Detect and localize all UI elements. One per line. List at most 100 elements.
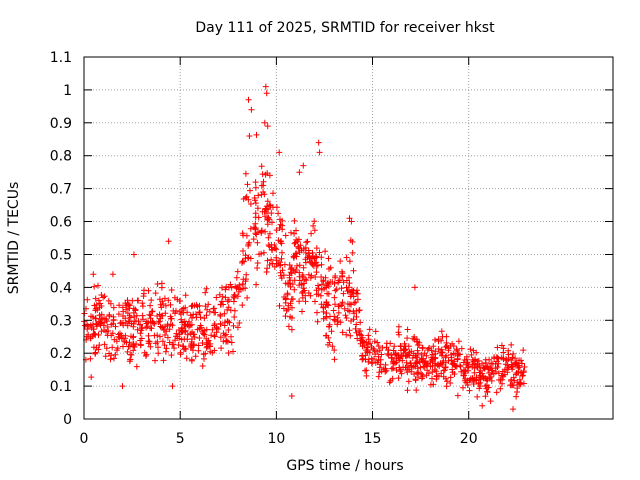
data-point <box>450 343 457 349</box>
data-point <box>302 256 309 263</box>
data-point <box>119 304 126 311</box>
data-point <box>165 238 172 245</box>
data-point <box>320 304 327 311</box>
data-point <box>414 347 421 354</box>
plot-frame <box>83 56 614 420</box>
data-point <box>312 274 319 280</box>
data-point <box>95 346 102 353</box>
data-point <box>209 326 216 333</box>
data-point <box>392 351 398 358</box>
data-point <box>223 331 229 338</box>
data-point <box>323 310 330 317</box>
data-point <box>420 363 427 370</box>
data-point <box>106 313 113 320</box>
data-point <box>289 315 295 321</box>
data-point <box>508 376 515 383</box>
data-point <box>234 324 241 331</box>
data-point <box>339 273 346 280</box>
data-point <box>254 260 261 266</box>
data-point <box>296 282 303 289</box>
data-point <box>346 258 353 265</box>
data-point <box>264 210 270 217</box>
data-point <box>354 335 361 342</box>
data-point <box>276 302 283 309</box>
data-point <box>486 370 493 376</box>
data-point <box>199 363 206 369</box>
data-point <box>277 221 284 228</box>
data-point <box>348 218 355 225</box>
data-point <box>133 312 140 319</box>
data-point <box>187 330 194 337</box>
data-point <box>202 289 209 296</box>
data-point <box>162 332 168 338</box>
data-point <box>436 363 443 370</box>
data-point <box>130 321 137 327</box>
data-point <box>424 367 431 374</box>
data-point <box>244 181 251 188</box>
data-point <box>291 217 298 224</box>
data-point <box>438 337 445 344</box>
data-point <box>240 248 246 254</box>
data-point <box>484 388 491 395</box>
data-point <box>443 383 450 390</box>
data-point <box>335 309 342 316</box>
data-point <box>432 336 438 343</box>
data-point <box>201 327 208 334</box>
data-point <box>404 326 411 333</box>
data-point <box>271 242 278 248</box>
data-point <box>218 345 225 352</box>
data-point <box>438 349 445 356</box>
data-point <box>162 348 169 355</box>
data-point <box>492 365 499 372</box>
data-point <box>438 370 445 377</box>
data-point <box>323 332 330 339</box>
data-point <box>258 163 265 170</box>
data-point <box>188 303 195 310</box>
data-point <box>226 319 233 326</box>
data-point <box>108 332 115 339</box>
data-point <box>432 355 438 362</box>
data-point <box>313 245 320 252</box>
data-point <box>141 287 147 294</box>
data-point <box>116 302 123 309</box>
data-point <box>358 337 365 343</box>
data-point <box>96 312 103 319</box>
data-point <box>161 342 168 349</box>
data-point <box>245 242 252 249</box>
data-point <box>503 356 509 363</box>
data-point <box>127 314 134 321</box>
data-point <box>144 323 151 330</box>
data-point <box>230 298 237 305</box>
data-point <box>135 318 142 325</box>
data-point <box>160 357 167 364</box>
data-point <box>464 382 471 388</box>
data-point <box>332 301 338 308</box>
data-point <box>151 320 158 327</box>
data-point <box>382 365 389 372</box>
data-point <box>288 229 294 236</box>
data-point <box>90 321 96 328</box>
data-point <box>137 330 144 337</box>
y-tick-label: 1.1 <box>50 50 72 66</box>
data-point <box>423 362 430 369</box>
data-point <box>250 236 257 243</box>
data-point <box>156 311 163 318</box>
data-point <box>264 198 271 205</box>
data-point <box>252 184 259 191</box>
data-point <box>366 326 373 333</box>
data-point <box>482 383 489 390</box>
data-point <box>190 347 196 354</box>
data-point <box>301 287 308 294</box>
data-point <box>128 352 135 358</box>
data-point <box>350 293 357 300</box>
data-point <box>352 325 359 332</box>
data-point <box>228 339 235 346</box>
data-point <box>243 271 250 278</box>
data-point <box>338 285 345 292</box>
data-point <box>309 249 316 256</box>
data-point <box>315 282 321 289</box>
data-point <box>316 149 323 156</box>
data-point <box>251 195 258 201</box>
data-point <box>263 90 270 97</box>
data-point <box>196 309 203 316</box>
